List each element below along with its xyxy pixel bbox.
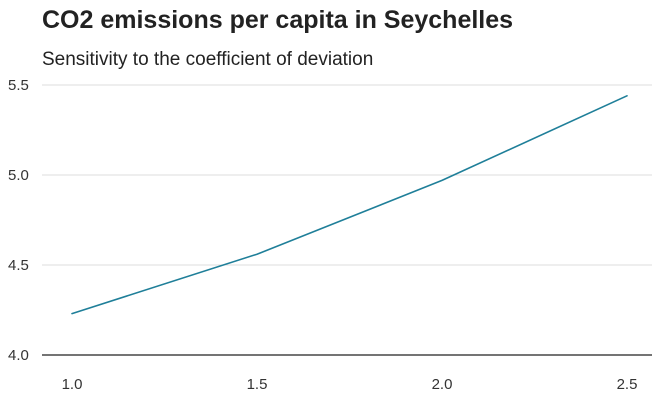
chart-title: CO2 emissions per capita in Seychelles (42, 6, 514, 34)
y-axis-ticks: 4.0 4.5 5.0 5.5 (8, 77, 29, 364)
y-tick-label: 4.5 (8, 257, 29, 274)
series-lines (71, 95, 628, 315)
series-line (71, 95, 628, 315)
x-tick-label: 1.5 (247, 376, 268, 393)
gridlines (42, 84, 652, 266)
y-tick-label: 5.5 (8, 77, 29, 94)
y-tick-label: 5.0 (8, 167, 29, 184)
y-tick-label: 4.0 (8, 347, 29, 364)
x-tick-label: 2.0 (432, 376, 453, 393)
x-tick-label: 1.0 (62, 376, 83, 393)
x-tick-label: 2.5 (617, 376, 638, 393)
chart-subtitle: Sensitivity to the coefficient of deviat… (42, 49, 374, 70)
x-axis-ticks: 1.0 1.5 2.0 2.5 (62, 376, 638, 393)
